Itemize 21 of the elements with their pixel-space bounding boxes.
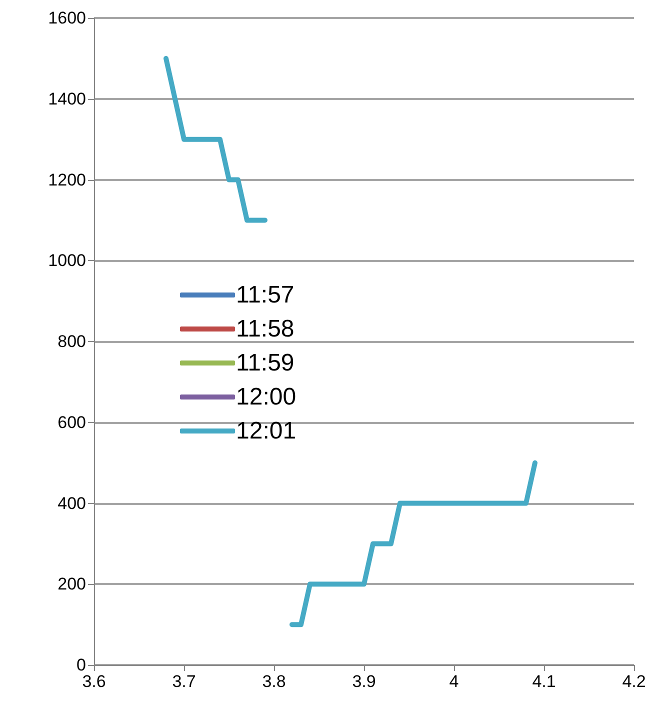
y-tick-label: 400 — [58, 494, 86, 513]
x-tick-label: 3.6 — [82, 672, 106, 691]
x-tick-label: 3.7 — [172, 672, 196, 691]
y-tick-label: 200 — [58, 574, 86, 594]
legend-label: 11:57 — [236, 282, 294, 308]
legend-label: 12:00 — [236, 384, 296, 410]
y-tick-label: 1600 — [48, 8, 86, 28]
x-tick-label: 4.1 — [532, 672, 556, 691]
y-tick-label: 0 — [76, 656, 86, 674]
legend-label: 11:58 — [236, 316, 294, 342]
y-tick-label: 1200 — [48, 170, 86, 190]
y-tick-label: 600 — [58, 412, 86, 432]
x-tick-label: 3.8 — [262, 672, 286, 691]
x-tick-label: 4 — [449, 672, 459, 691]
x-tick-label: 4.2 — [622, 672, 646, 691]
y-tick-label: 800 — [58, 332, 86, 351]
legend-label: 12:01 — [236, 418, 296, 444]
x-tick-label: 3.9 — [352, 672, 376, 691]
y-tick-label: 1000 — [48, 251, 86, 270]
y-tick-label: 1400 — [48, 89, 86, 108]
legend-label: 11:59 — [236, 350, 294, 376]
